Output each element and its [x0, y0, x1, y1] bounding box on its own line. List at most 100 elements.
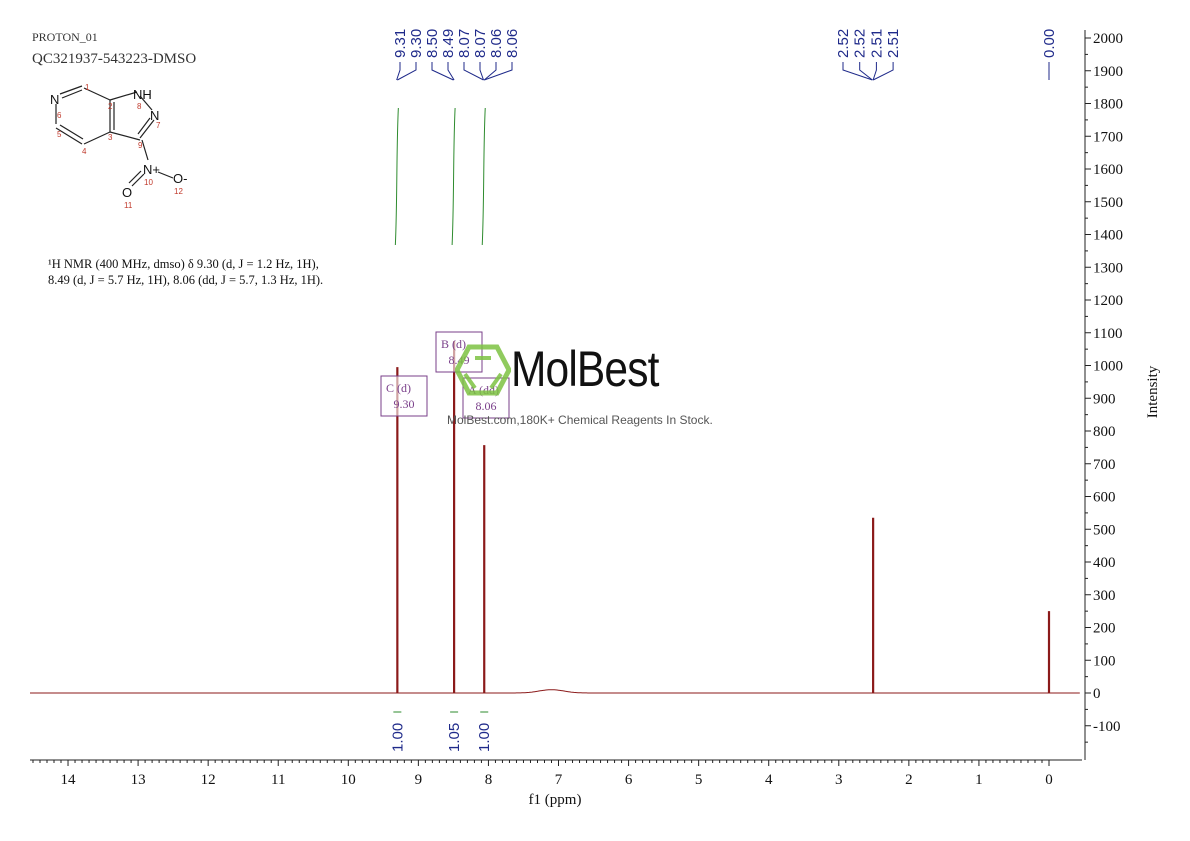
peak-label-connector	[859, 62, 873, 81]
description-line: ¹H NMR (400 MHz, dmso) δ 9.30 (d, J = 1.…	[48, 257, 319, 271]
y-tick-label: 100	[1093, 653, 1116, 669]
y-tick-label: 800	[1093, 424, 1116, 440]
peak-label-connector	[463, 62, 484, 81]
atom-number: 6	[57, 111, 62, 120]
atom-number: 5	[57, 130, 62, 139]
molbest-logo-icon	[455, 344, 511, 396]
multiplet-label: B (d)	[441, 337, 466, 351]
x-tick-label: 2	[905, 772, 913, 788]
integral-curve	[451, 107, 456, 246]
y-tick-label: 1700	[1093, 129, 1123, 145]
atom-number: 11	[124, 201, 133, 210]
x-tick-label: 13	[131, 772, 146, 788]
y-tick-label: 200	[1093, 621, 1116, 637]
peak-label: 2.52	[852, 29, 869, 58]
peak-label: 8.49	[440, 29, 457, 58]
y-tick-label: -100	[1093, 719, 1121, 735]
atom-number: 2	[108, 102, 113, 111]
y-tick-label: 1800	[1093, 97, 1123, 113]
watermark-brand: MolBest	[511, 341, 659, 397]
multiplet-shift: 8.06	[476, 399, 497, 413]
peak-label: 0.00	[1041, 29, 1058, 58]
x-tick-label: 7	[555, 772, 563, 788]
y-tick-label: 1300	[1093, 260, 1123, 276]
atom-number: 9	[138, 141, 143, 150]
peak-label-connector	[479, 62, 485, 81]
x-tick-label: 5	[695, 772, 703, 788]
x-tick-label: 9	[415, 772, 423, 788]
x-tick-label: 4	[765, 772, 773, 788]
atom-o11: O	[122, 185, 132, 200]
y-tick-label: 0	[1093, 686, 1101, 702]
spectrum-baseline	[30, 689, 1080, 694]
y-tick-label: 1000	[1093, 359, 1123, 375]
y-tick-label: 2000	[1093, 31, 1123, 47]
integral-value: 1.05	[446, 723, 463, 752]
peak-label-connector	[872, 62, 877, 81]
peak-label-connector	[484, 62, 513, 81]
y-tick-label: 400	[1093, 555, 1116, 571]
multiplet-shift: 9.30	[394, 397, 415, 411]
atom-number: 3	[108, 133, 113, 142]
watermark-tagline: MolBest.com,180K+ Chemical Reagents In S…	[447, 413, 713, 427]
x-tick-label: 6	[625, 772, 633, 788]
x-tick-label: 1	[975, 772, 983, 788]
y-tick-label: 300	[1093, 588, 1116, 604]
x-tick-label: 10	[341, 772, 356, 788]
y-tick-label: 1400	[1093, 228, 1123, 244]
peak-label: 2.51	[885, 29, 902, 58]
molecule-structure: N NH N N+ O O- 1 2 3 4 5 6 7 8 9 10 11 1…	[50, 83, 187, 210]
x-tick-label: 14	[61, 772, 77, 788]
integral-value: 1.00	[389, 723, 406, 752]
integral-value: 1.00	[476, 723, 493, 752]
peak-label: 9.30	[408, 29, 425, 58]
nmr-description: ¹H NMR (400 MHz, dmso) δ 9.30 (d, J = 1.…	[48, 256, 323, 288]
multiplet-label: C (d)	[386, 381, 411, 395]
y-tick-label: 1600	[1093, 162, 1123, 178]
x-tick-label: 8	[485, 772, 493, 788]
y-tick-label: 1500	[1093, 195, 1123, 211]
peak-label-connector	[483, 62, 497, 81]
peak-label-connector	[447, 62, 455, 81]
peak-label: 2.51	[868, 29, 885, 58]
atom-number: 12	[174, 187, 183, 196]
peak-label-connector	[842, 62, 873, 81]
atom-number: 10	[144, 178, 153, 187]
peak-label: 2.52	[835, 29, 852, 58]
y-tick-label: 1900	[1093, 64, 1123, 80]
peak-label: 8.50	[424, 29, 441, 58]
atom-n7: N	[150, 108, 159, 123]
peak-label-connector	[872, 62, 894, 81]
atom-n6: N	[50, 92, 59, 107]
peak-label: 9.31	[392, 29, 409, 58]
y-tick-label: 900	[1093, 391, 1116, 407]
x-tick-label: 12	[201, 772, 216, 788]
sample-name: QC321937-543223-DMSO	[32, 51, 197, 67]
y-tick-label: 700	[1093, 457, 1116, 473]
experiment-name: PROTON_01	[32, 30, 98, 44]
peak-label: 8.07	[472, 29, 489, 58]
peak-label-connector	[397, 62, 417, 81]
atom-number: 8	[137, 102, 142, 111]
y-tick-label: 600	[1093, 490, 1116, 506]
x-axis-label: f1 (ppm)	[529, 792, 582, 808]
x-tick-label: 3	[835, 772, 843, 788]
y-tick-label: 1200	[1093, 293, 1123, 309]
y-tick-label: 1100	[1093, 326, 1122, 342]
description-line: 8.49 (d, J = 5.7 Hz, 1H), 8.06 (dd, J = …	[48, 273, 324, 287]
peak-label-connector	[431, 62, 454, 81]
peak-label: 8.06	[488, 29, 505, 58]
y-axis-label: Intensity	[1145, 365, 1161, 418]
atom-o12: O-	[173, 171, 187, 186]
atom-n10: N+	[143, 162, 160, 177]
atom-number: 4	[82, 147, 87, 156]
x-tick-label: 0	[1045, 772, 1053, 788]
peak-label: 8.06	[504, 29, 521, 58]
x-tick-label: 11	[271, 772, 285, 788]
atom-nh8: NH	[133, 87, 152, 102]
peak-label-connector	[396, 62, 401, 81]
integral-curve	[481, 107, 486, 246]
multiplet-box	[380, 375, 428, 417]
atom-number: 7	[156, 121, 161, 130]
